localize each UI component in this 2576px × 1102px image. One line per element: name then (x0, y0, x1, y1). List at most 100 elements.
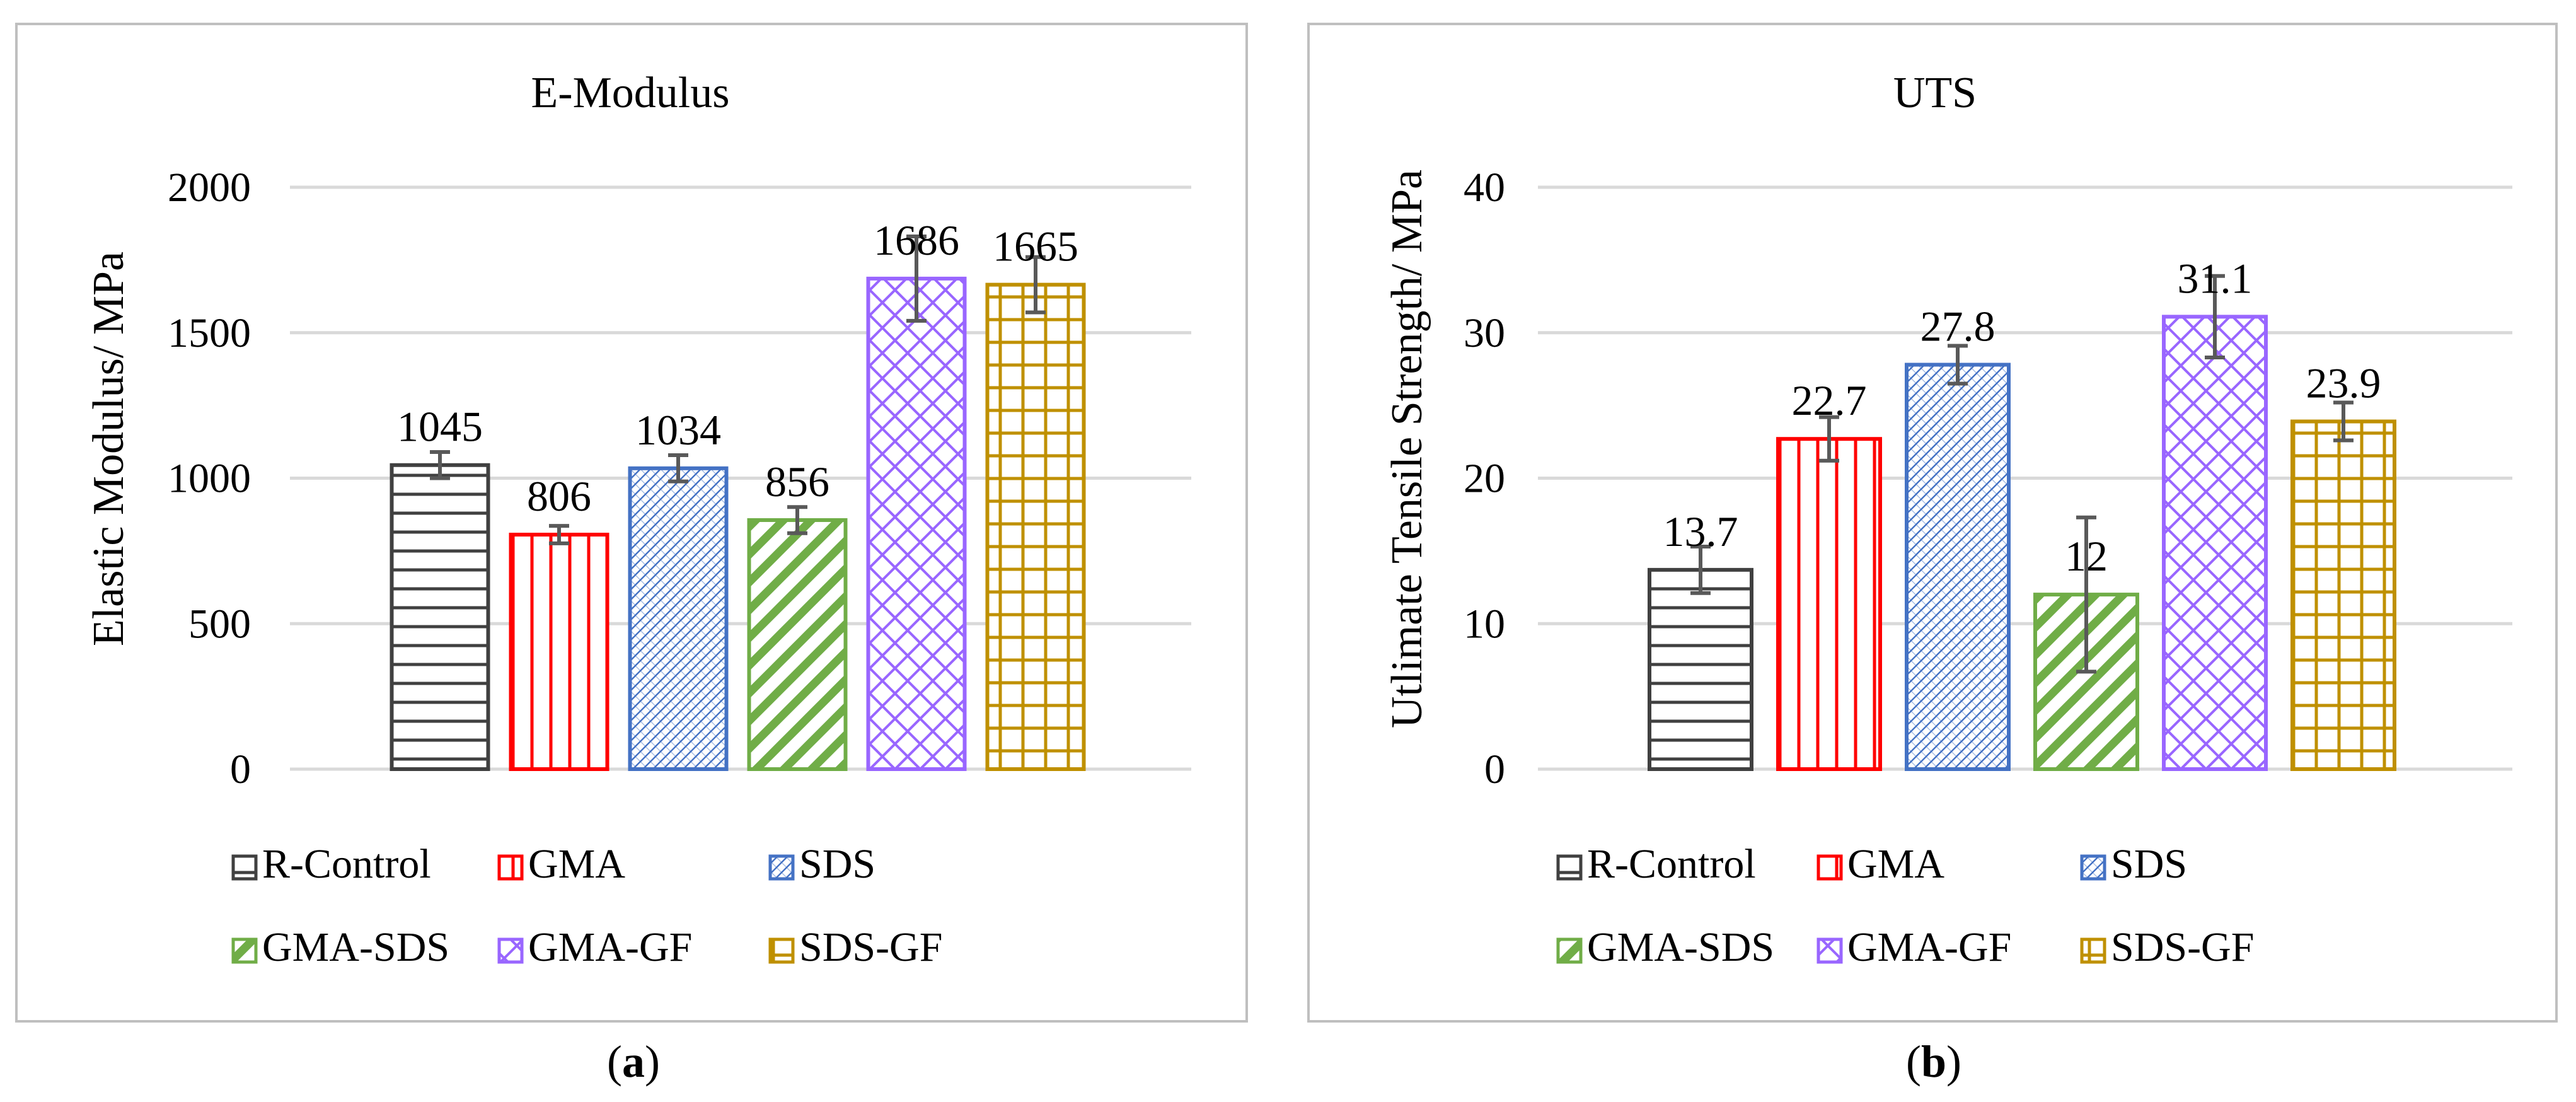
legend-swatch (497, 937, 524, 964)
chart-a-y-axis-label: Elastic Modulus/ MPa (84, 252, 133, 646)
bar-gma-sds (747, 518, 848, 771)
legend-swatch (2080, 937, 2106, 964)
legend-swatch (768, 937, 795, 964)
bar-sds (1905, 362, 2011, 771)
y-tick-label: 0 (1484, 746, 1505, 792)
y-tick-label: 1500 (168, 310, 251, 356)
error-bar (2076, 515, 2096, 674)
legend-label: SDS (2111, 841, 2187, 887)
error-bar (1819, 415, 1839, 463)
legend-item-gma-gf: GMA-GF (497, 924, 692, 970)
legend-item-gma: GMA (497, 841, 625, 887)
data-label: 22.7 (1792, 376, 1867, 424)
legend-swatch (231, 937, 258, 964)
legend-label: GMA (528, 841, 625, 887)
legend-item-gma-sds: GMA-SDS (1556, 924, 1774, 970)
legend-label: SDS-GF (799, 924, 942, 970)
data-label: 27.8 (1920, 303, 1996, 351)
y-tick-label: 30 (1464, 310, 1505, 356)
legend-swatch (1556, 937, 1583, 964)
caption-a-open: ( (607, 1036, 622, 1087)
chart-b-title: UTS (1893, 69, 1977, 117)
caption-b-close: ) (1946, 1036, 1961, 1087)
y-tick-label: 2000 (168, 165, 251, 211)
caption-b: (b) (1906, 1036, 1961, 1087)
caption-a-letter: a (622, 1036, 645, 1087)
data-label: 1045 (397, 403, 483, 451)
chart-panel-a: E-Modulus Elastic Modulus/ MPa 0 500 1000 1… (15, 23, 1248, 1023)
legend-item-sds-gf: SDS-GF (2080, 924, 2254, 970)
legend-swatch (1556, 854, 1583, 881)
bar-r-control (390, 463, 490, 771)
legend-item-gma-sds: GMA-SDS (231, 924, 449, 970)
chart-a-bars (390, 276, 1086, 772)
bar-gma-gf (866, 276, 967, 771)
error-bar (1025, 255, 1046, 315)
chart-a-data-labels: 1045 806 1034 856 1686 1665 (397, 216, 1078, 520)
chart-panel-b: UTS Utlimate Tensile Strength/ MPa 0 10 20… (1307, 23, 2558, 1023)
y-tick-label: 500 (188, 601, 251, 647)
legend-label: SDS-GF (2111, 924, 2254, 970)
legend-label: GMA-SDS (262, 924, 449, 970)
caption-a-close: ) (645, 1036, 660, 1087)
legend-swatch (768, 854, 795, 881)
error-bar (2333, 400, 2354, 443)
data-label: 13.7 (1663, 508, 1738, 555)
caption-b-open: ( (1906, 1036, 1921, 1087)
legend-label: SDS (799, 841, 875, 887)
chart-a-error-bars (430, 234, 1046, 545)
chart-a-legend: R-Control GMA SDS GMA-SDS GMA-GF SDS-GF (231, 841, 942, 970)
chart-b-y-ticks: 0 10 20 30 40 (1464, 165, 1505, 792)
bar-r-control (1648, 567, 1753, 771)
caption-a: (a) (607, 1036, 660, 1087)
error-bar (1690, 544, 1711, 595)
legend-swatch (497, 854, 524, 881)
legend-label: GMA-SDS (1587, 924, 1774, 970)
chart-b-error-bars (1690, 274, 2354, 674)
y-tick-label: 0 (230, 746, 251, 792)
y-tick-label: 40 (1464, 165, 1505, 211)
bar-gma (509, 533, 609, 771)
bar-gma-gf (2162, 315, 2268, 771)
bar-sds-gf (2290, 419, 2396, 771)
legend-item-sds-gf: SDS-GF (768, 924, 942, 970)
legend-item-r-control: R-Control (1556, 841, 1756, 887)
legend-label: R-Control (1587, 841, 1756, 887)
data-label: 1665 (993, 223, 1078, 270)
legend-item-sds: SDS (768, 841, 875, 887)
error-bar (668, 453, 688, 484)
data-label: 12 (2065, 532, 2108, 580)
error-bar (430, 450, 450, 480)
error-bar (906, 234, 927, 323)
legend-item-gma: GMA (1816, 841, 1944, 887)
bar-sds (628, 466, 729, 772)
data-label: 1034 (635, 406, 721, 454)
error-bar (1948, 344, 1968, 386)
error-bar (549, 524, 569, 545)
chart-b-data-labels: 13.7 22.7 27.8 12 31.1 23.9 (1663, 254, 2381, 580)
legend-swatch (231, 854, 258, 881)
data-label: 856 (765, 458, 829, 506)
error-bar (2205, 274, 2225, 359)
legend-swatch (2080, 854, 2106, 881)
legend-label: R-Control (262, 841, 431, 887)
legend-item-gma-gf: GMA-GF (1816, 924, 2011, 970)
error-bar (787, 505, 807, 535)
y-tick-label: 20 (1464, 456, 1505, 502)
chart-b-y-axis-label: Utlimate Tensile Strength/ MPa (1383, 170, 1431, 728)
chart-b-bars (1648, 315, 2396, 771)
data-label: 1686 (874, 216, 959, 264)
caption-b-letter: b (1921, 1036, 1946, 1087)
data-label: 806 (527, 472, 591, 520)
data-label: 23.9 (2306, 359, 2381, 407)
legend-item-sds: SDS (2080, 841, 2187, 887)
legend-swatch (1816, 937, 1843, 964)
chart-a-title: E-Modulus (531, 69, 730, 117)
chart-b-legend: R-Control GMA SDS GMA-SDS GMA-GF SDS-GF (1556, 841, 2254, 970)
legend-label: GMA-GF (528, 924, 692, 970)
y-tick-label: 1000 (168, 456, 251, 502)
legend-item-r-control: R-Control (231, 841, 431, 887)
chart-a-y-ticks: 0 500 1000 1500 2000 (168, 165, 251, 792)
legend-swatch (1816, 854, 1843, 881)
